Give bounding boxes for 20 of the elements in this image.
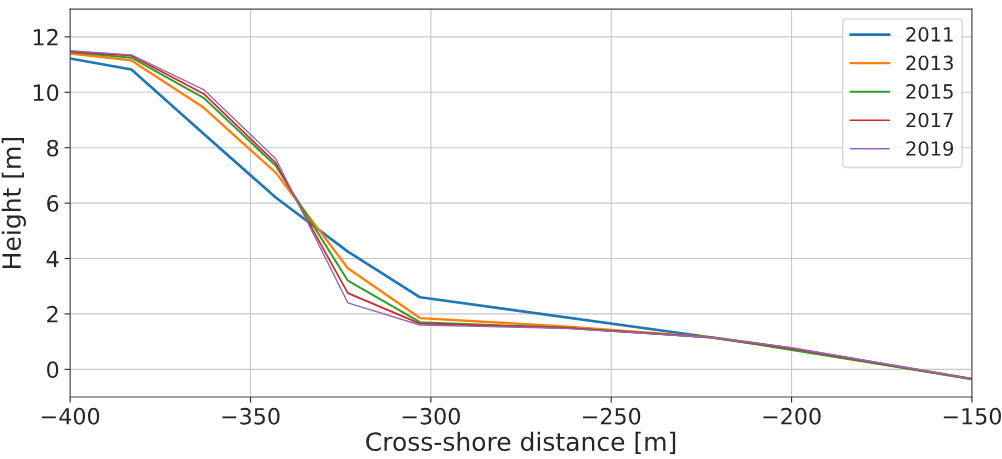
y-tick-label: 6 [47,195,59,212]
legend-label: 2011 [906,27,953,42]
y-tick-label: 4 [46,250,59,267]
y-tick-label: 8 [47,139,59,157]
x-tick-label: −200 [763,407,821,425]
x-tick-label: −400 [41,407,100,425]
y-tick-label: 10 [33,84,59,102]
x-axis-title: Cross-shore distance [m] [366,431,676,455]
y-axis-title: Height [m] [1,138,26,268]
y-tick-label: 2 [47,305,58,323]
x-tick-label: −150 [943,407,1001,425]
x-tick-label: −300 [402,407,460,425]
x-tick-label: −250 [583,407,641,425]
legend-label: 2019 [906,141,954,156]
x-tick-label: −350 [222,407,280,425]
legend-label: 2013 [906,55,953,71]
y-tick-label: 12 [33,28,58,46]
legend-label: 2015 [906,84,953,99]
legend-label: 2017 [906,112,953,128]
y-tick-label: 0 [47,361,59,379]
